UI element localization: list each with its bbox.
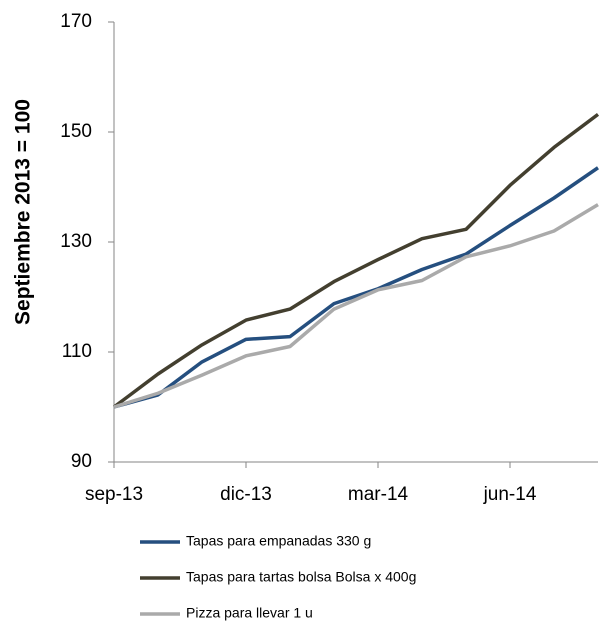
y-tick-label: 90 [71,451,92,472]
legend-label: Tapas para tartas bolsa Bolsa x 400g [186,569,416,585]
y-tick-label: 170 [60,11,92,32]
legend-label: Pizza para llevar 1 u [186,605,313,621]
series-line [112,113,600,409]
legend-label: Tapas para empanadas 330 g [186,533,371,549]
series-line [113,166,599,409]
x-tick-label: mar-14 [348,484,409,505]
y-tick-label: 130 [60,231,92,252]
x-tick-label: dic-13 [220,484,272,505]
x-tick-label: jun-14 [483,484,537,505]
y-tick-label: 150 [60,121,92,142]
series-line [113,203,599,409]
x-tick-label: sep-13 [85,484,143,505]
y-axis-label: Septiembre 2013 = 100 [12,99,35,325]
y-tick-label: 110 [62,341,92,362]
